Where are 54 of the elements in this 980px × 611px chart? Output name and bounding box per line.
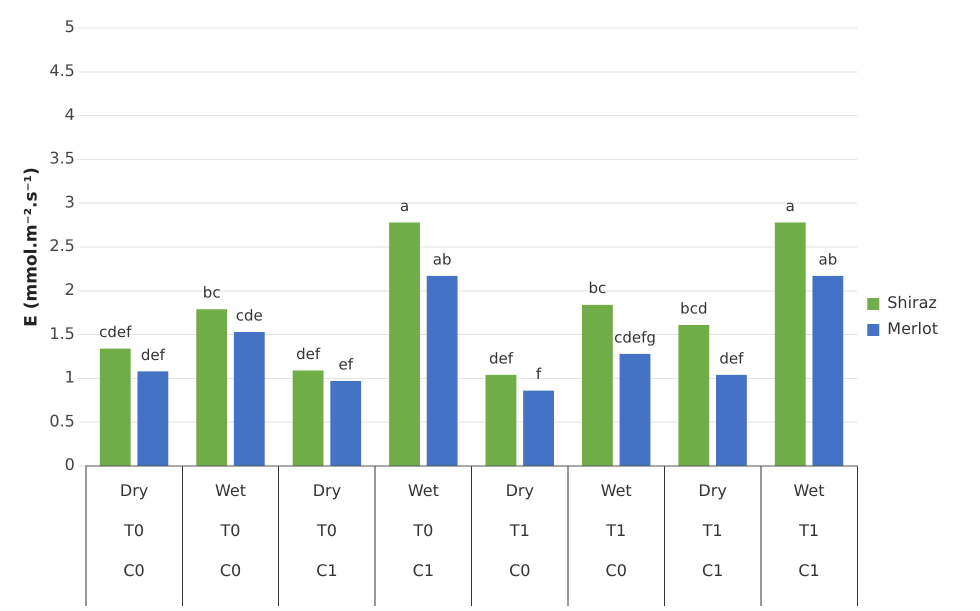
y-tick-label: 3 — [64, 192, 75, 212]
bar — [426, 276, 458, 466]
bar — [100, 348, 131, 466]
data-label: def — [296, 344, 321, 363]
bar — [196, 309, 228, 466]
bar — [137, 371, 168, 466]
data-label: f — [536, 365, 542, 384]
data-label: bc — [588, 279, 606, 298]
category-label: Dry T0 C1 — [312, 481, 342, 580]
y-tick-label: 4.5 — [49, 60, 75, 80]
category-label: Dry T0 C0 — [120, 481, 148, 580]
category-label: Wet T1 C1 — [794, 481, 825, 580]
bar — [620, 354, 650, 466]
bar — [523, 390, 554, 466]
bar — [716, 374, 747, 466]
data-label: ef — [338, 355, 354, 374]
category-label: Wet T0 C0 — [214, 481, 246, 580]
y-tick-label: 0.5 — [49, 411, 75, 430]
data-label: ab — [818, 250, 838, 268]
data-label: a — [786, 196, 795, 215]
y-tick-label: 4 — [64, 104, 75, 124]
category-label: Wet T1 C0 — [600, 481, 632, 580]
data-label: def — [719, 349, 744, 368]
bar — [486, 374, 516, 466]
bar — [330, 381, 362, 466]
data-label: cdef — [99, 323, 132, 342]
data-label: bc — [202, 284, 221, 302]
y-tick-label: 1.5 — [49, 324, 75, 343]
bar — [774, 222, 806, 466]
category-label: Dry T1 C1 — [698, 481, 727, 580]
category-label: Wet T0 C1 — [408, 481, 439, 580]
data-label: def — [140, 346, 166, 364]
bar — [582, 304, 613, 466]
data-label: a — [400, 196, 410, 215]
category-label: Dry T1 C0 — [506, 481, 534, 580]
data-label: def — [488, 349, 514, 368]
data-label: cdefg — [614, 328, 656, 346]
bar — [234, 332, 265, 466]
data-label: ab — [432, 250, 452, 268]
y-tick-label: 1 — [64, 368, 75, 387]
bar — [389, 222, 420, 466]
bar — [812, 276, 844, 466]
y-tick-label: 2.5 — [49, 236, 75, 256]
y-tick-label: 3.5 — [49, 148, 75, 168]
legend-label: Merlot — [887, 319, 938, 338]
y-tick-label: 2 — [64, 280, 75, 299]
bar — [678, 324, 710, 466]
y-tick-label: 5 — [64, 17, 75, 36]
y-tick-label: 0 — [64, 455, 75, 474]
legend-label: Shiraz — [887, 293, 937, 312]
y-axis-title: E (mmol.m⁻².s⁻¹) — [22, 167, 42, 327]
data-label: bcd — [680, 299, 708, 318]
bar — [292, 370, 324, 466]
data-label: cde — [236, 306, 263, 324]
